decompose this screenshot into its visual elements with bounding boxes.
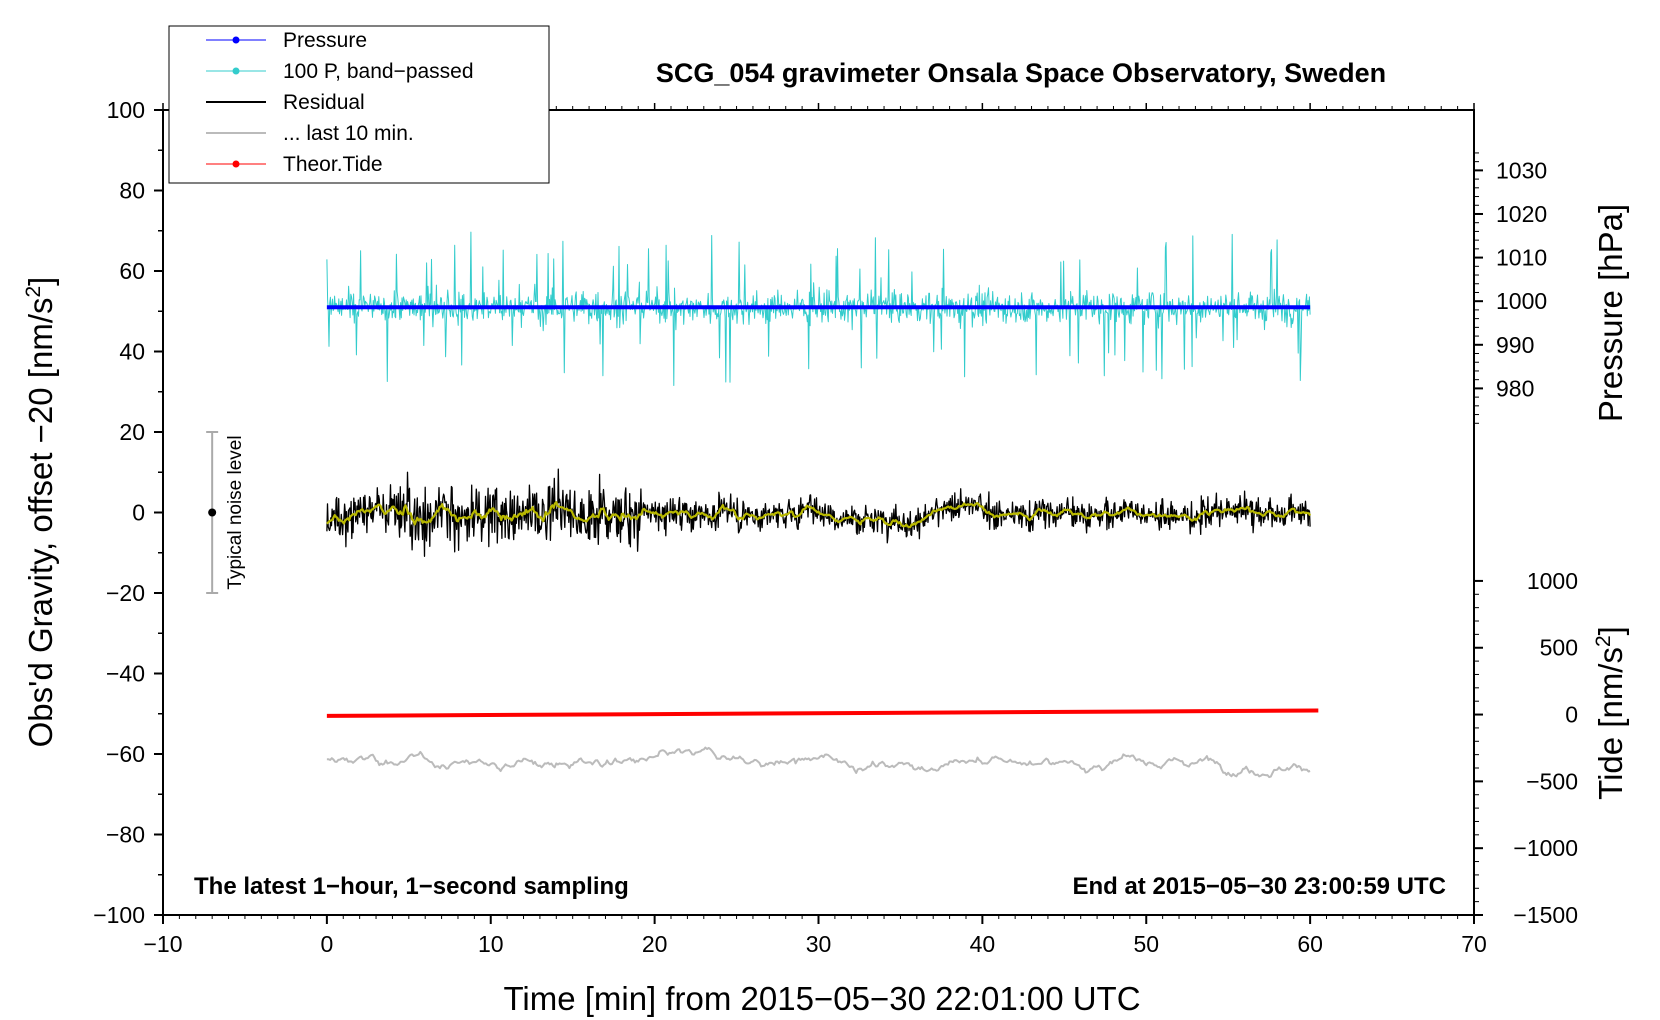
legend: Pressure 100 P, band−passed Residual ... la…	[168, 25, 550, 184]
tide-axis-title: Tide [nm/s2]	[1592, 626, 1629, 800]
legend-label: ... last 10 min.	[283, 122, 414, 145]
y-tick-label: 60	[119, 258, 145, 284]
noise-bar: Typical noise level	[206, 431, 246, 594]
pressure-tick-label: 980	[1496, 375, 1534, 401]
y-axis-title: Obs'd Gravity, offset −20 [nm/s2]	[22, 277, 59, 748]
legend-marker	[232, 67, 240, 75]
x-ticks: −10 0 10 20 30 40 50 60 70	[143, 103, 1487, 957]
y-tick-label: 40	[119, 339, 145, 365]
x-tick-label: 0	[320, 931, 333, 957]
tide-tick-label: 500	[1540, 635, 1578, 661]
x-tick-label: 30	[806, 931, 832, 957]
y-tick-label: −100	[93, 902, 145, 928]
pressure-tick-label: 1030	[1496, 157, 1547, 183]
chart-title: SCG_054 gravimeter Onsala Space Observat…	[656, 58, 1386, 88]
tide-tick-label: −1500	[1513, 902, 1578, 928]
tide-axis-title-end: ]	[1592, 626, 1629, 635]
pressure-tick-label: 990	[1496, 332, 1534, 358]
y-axis-title-end: ]	[22, 277, 59, 286]
x-tick-label: 40	[970, 931, 996, 957]
x-tick-label: 50	[1133, 931, 1159, 957]
y-ticks: −100 −80 −60 −40 −20 0 20 40 60 80 100	[93, 97, 163, 928]
y-tick-label: 80	[119, 178, 145, 204]
tide-axis-title-sup: 2	[1592, 635, 1615, 647]
series-theor-tide	[326, 708, 1319, 718]
x-axis-title: Time [min] from 2015−05−30 22:01:00 UTC	[503, 980, 1140, 1017]
x-tick-label: 70	[1461, 931, 1487, 957]
y-tick-label: 20	[119, 419, 145, 445]
tide-tick-label: −1000	[1513, 835, 1578, 861]
tide-tick-label: 1000	[1527, 568, 1578, 594]
x-tick-label: 10	[478, 931, 504, 957]
legend-label: Theor.Tide	[283, 153, 383, 176]
annotation-right: End at 2015−05−30 23:00:59 UTC	[1072, 873, 1446, 900]
x-tick-label: −10	[143, 931, 182, 957]
y-tick-label: −20	[106, 580, 145, 606]
pressure-tick-label: 1000	[1496, 288, 1547, 314]
series-residual-smoothed	[326, 501, 1312, 529]
noise-bar-label: Typical noise level	[225, 435, 246, 589]
legend-box	[168, 25, 550, 184]
y-tick-label: 100	[107, 97, 145, 123]
x-tick-label: 20	[642, 931, 668, 957]
y-tick-label: −80	[106, 822, 145, 848]
pressure-ticks: 980 990 1000 1010 1020 1030	[1474, 152, 1547, 424]
legend-label: Pressure	[283, 29, 367, 52]
x-tick-label: 60	[1297, 931, 1323, 957]
legend-marker	[232, 160, 240, 168]
y-tick-label: −60	[106, 741, 145, 767]
annotation-left: The latest 1−hour, 1−second sampling	[194, 873, 629, 900]
y-axis-title-sup: 2	[22, 286, 45, 298]
y-tick-label: −40	[106, 661, 145, 687]
legend-label: 100 P, band−passed	[283, 60, 474, 83]
y-tick-label: 0	[132, 500, 145, 526]
legend-marker	[232, 36, 240, 44]
tide-ticks: −1500 −1000 −500 0 500 1000	[1474, 568, 1578, 928]
pressure-axis-title: Pressure [hPa]	[1592, 204, 1629, 422]
pressure-tick-label: 1020	[1496, 201, 1547, 227]
series-last-10-min	[326, 746, 1311, 779]
series-layer	[326, 231, 1319, 779]
pressure-tick-label: 1010	[1496, 245, 1547, 271]
tide-tick-label: −500	[1526, 768, 1578, 794]
legend-label: Residual	[283, 91, 365, 114]
tide-tick-label: 0	[1565, 702, 1578, 728]
noise-bar-marker	[208, 508, 217, 517]
y-axis-title-main: Obs'd Gravity, offset −20 [nm/s	[22, 298, 59, 748]
tide-axis-title-main: Tide [nm/s	[1592, 647, 1629, 800]
